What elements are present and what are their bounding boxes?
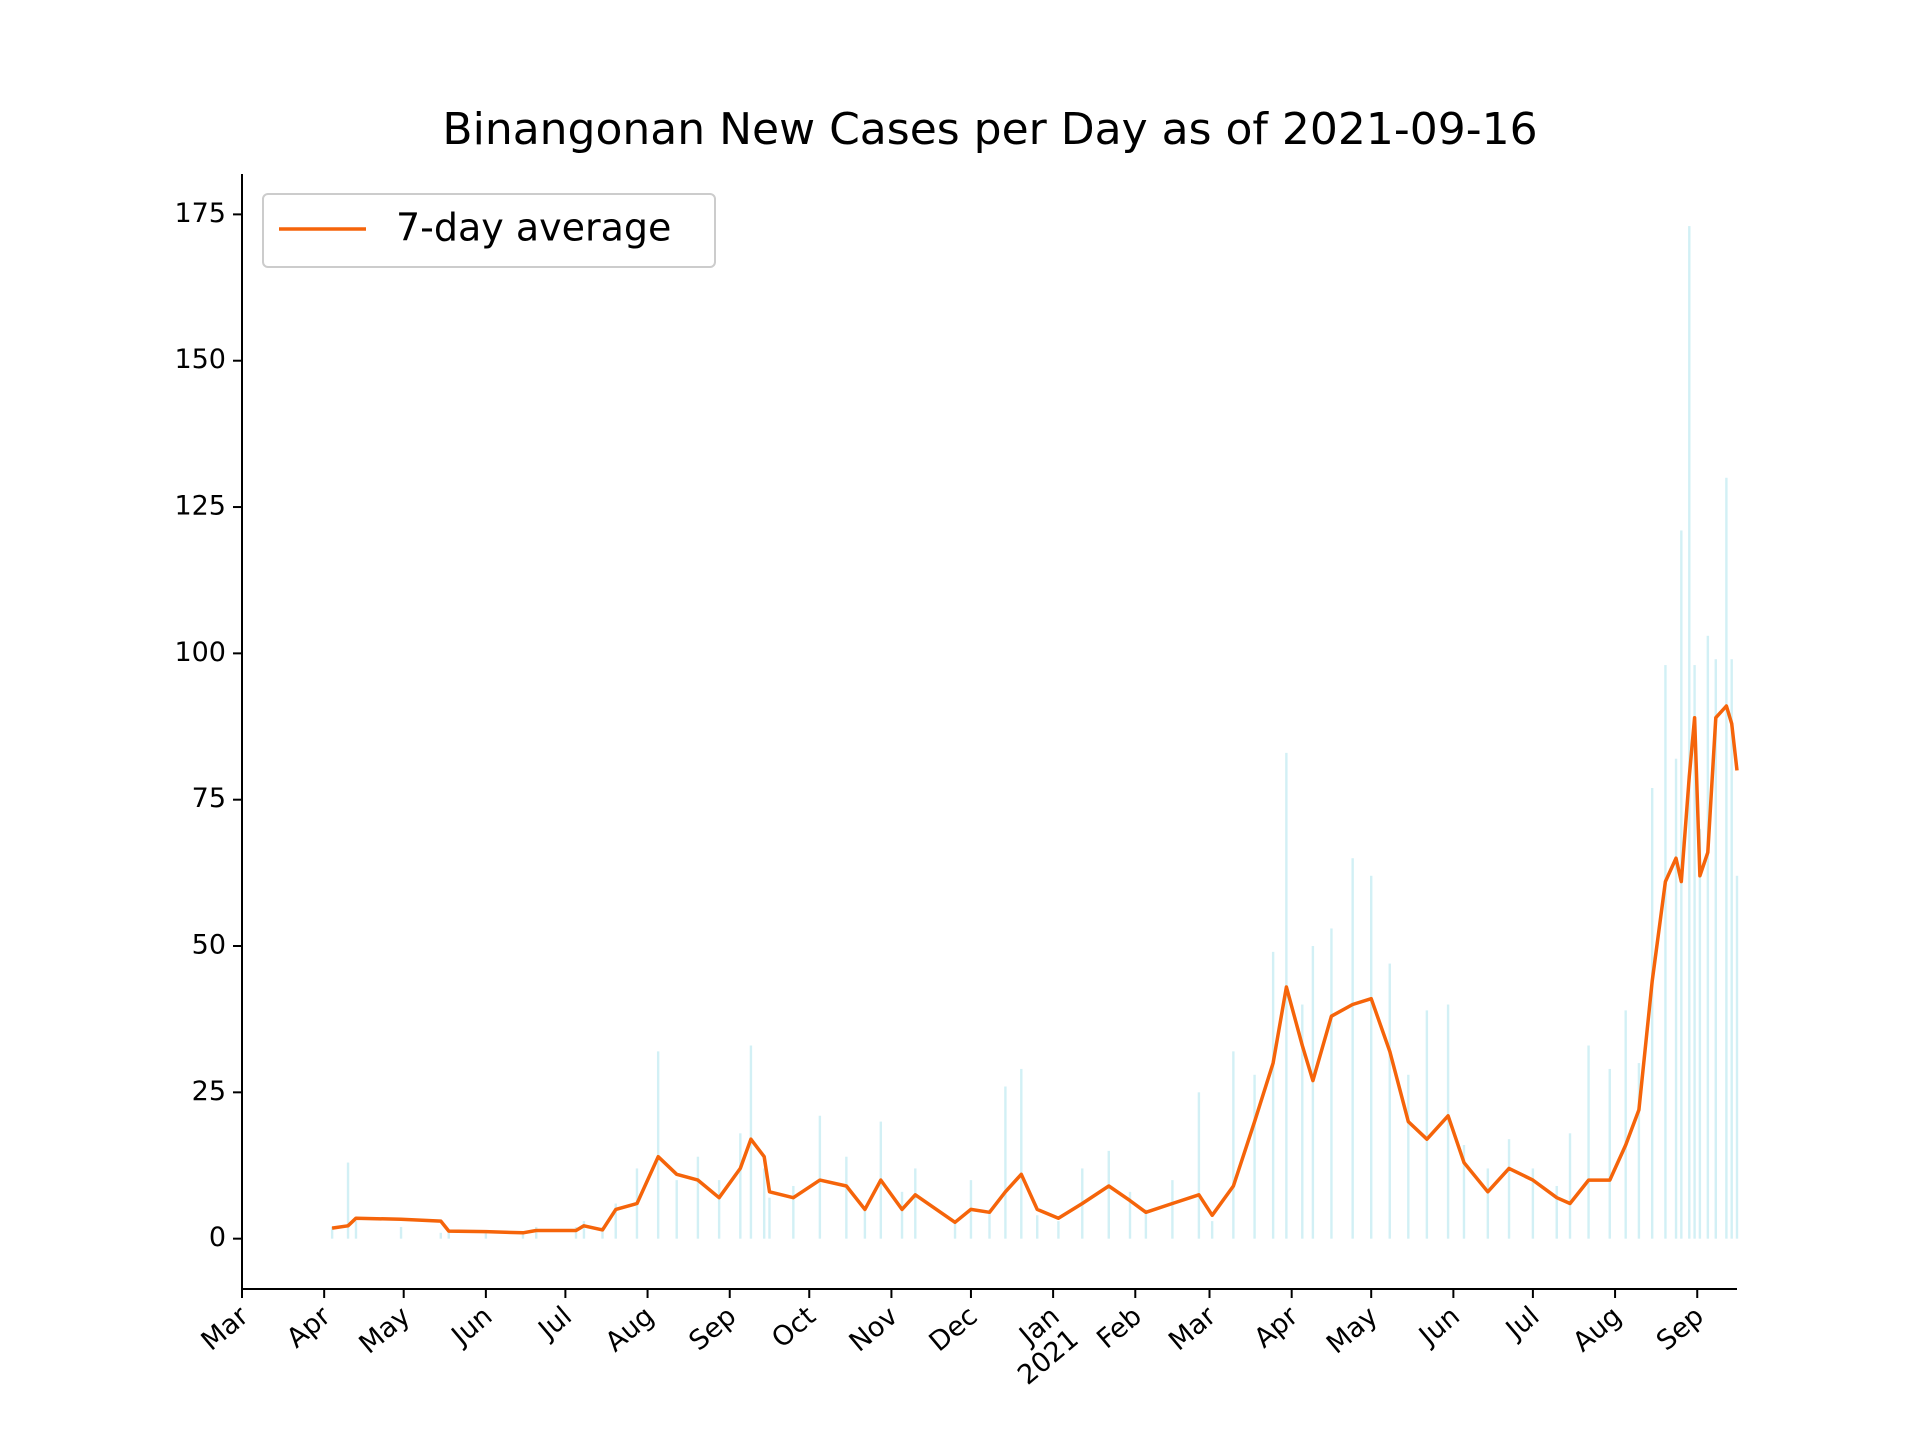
daily-bar	[1725, 477, 1728, 1239]
daily-bar	[1020, 1068, 1023, 1239]
daily-bar	[988, 1209, 991, 1239]
daily-bar	[1531, 1168, 1535, 1239]
daily-bar	[1351, 858, 1354, 1239]
y-tick-label: 75	[192, 783, 226, 814]
y-tick-label: 50	[192, 930, 226, 961]
daily-bar	[1210, 1221, 1214, 1239]
legend-box	[262, 193, 716, 268]
daily-bar	[1197, 1092, 1201, 1239]
daily-bar	[521, 1232, 525, 1239]
daily-bar	[354, 1221, 358, 1239]
daily-bar	[1107, 1150, 1110, 1239]
daily-bar	[792, 1185, 795, 1239]
daily-bar	[914, 1168, 917, 1239]
daily-bar	[1680, 530, 1683, 1239]
daily-bar	[574, 1226, 578, 1239]
daily-bar	[1693, 665, 1696, 1239]
daily-bar	[1171, 1180, 1174, 1239]
legend-label: 7-day average	[396, 206, 671, 250]
daily-bar	[1388, 963, 1391, 1239]
daily-bar	[447, 1232, 450, 1239]
daily-bar	[484, 1232, 488, 1239]
daily-bar	[399, 1226, 403, 1239]
y-tick-label: 100	[174, 637, 226, 668]
daily-bar	[1624, 1010, 1627, 1239]
daily-bar	[1036, 1215, 1039, 1239]
daily-bar	[1057, 1221, 1060, 1239]
daily-bar	[1674, 758, 1678, 1239]
daily-bar	[900, 1191, 904, 1239]
daily-bar	[1128, 1191, 1132, 1239]
daily-bar	[1714, 659, 1717, 1239]
y-tick-label: 150	[174, 344, 226, 375]
daily-bar	[439, 1232, 443, 1239]
daily-bar	[696, 1156, 700, 1239]
daily-bar	[768, 1197, 771, 1239]
daily-bar	[601, 1226, 604, 1239]
daily-bar	[1664, 665, 1667, 1239]
daily-bar	[330, 1226, 334, 1239]
daily-bar	[1311, 946, 1315, 1239]
daily-bar	[1555, 1185, 1558, 1239]
daily-bar	[845, 1156, 848, 1239]
daily-bar	[1004, 1086, 1007, 1239]
daily-bar	[863, 1209, 867, 1239]
daily-bar	[1301, 1004, 1304, 1239]
daily-bar	[1735, 875, 1739, 1239]
daily-bar	[953, 1221, 957, 1239]
daily-bar	[1253, 1074, 1256, 1239]
daily-bar	[535, 1226, 538, 1239]
y-tick-label: 125	[174, 491, 226, 522]
daily-bar	[1650, 787, 1654, 1239]
daily-bar	[1407, 1074, 1410, 1239]
daily-bar	[675, 1180, 678, 1239]
daily-bar	[1425, 1010, 1429, 1239]
daily-bar	[1568, 1133, 1572, 1239]
daily-bar	[1446, 1004, 1450, 1239]
daily-bar	[1271, 951, 1275, 1239]
daily-bar	[1486, 1168, 1490, 1239]
daily-bar	[818, 1115, 822, 1239]
y-tick-label: 25	[192, 1076, 226, 1107]
daily-bar	[1706, 635, 1710, 1239]
daily-bar	[656, 1051, 660, 1239]
daily-bar	[1462, 1145, 1466, 1239]
daily-bar	[739, 1133, 742, 1239]
daily-bar	[1507, 1139, 1511, 1239]
daily-bar	[1608, 1068, 1611, 1239]
y-tick-label: 175	[174, 198, 226, 229]
daily-bar	[1637, 1063, 1641, 1239]
daily-bar	[762, 1168, 766, 1239]
daily-bar	[1232, 1051, 1235, 1239]
daily-bar	[1730, 659, 1733, 1239]
daily-bar	[1330, 928, 1333, 1239]
daily-bar	[1370, 875, 1373, 1239]
daily-bar	[614, 1203, 617, 1239]
daily-bar	[1698, 828, 1702, 1239]
chart-title: Binangonan New Cases per Day as of 2021-…	[442, 104, 1537, 155]
average-line	[331, 704, 1739, 1235]
daily-bar	[1688, 226, 1691, 1239]
daily-bar	[1587, 1045, 1590, 1239]
daily-bar	[346, 1162, 350, 1239]
daily-bar	[717, 1180, 721, 1239]
daily-bar	[582, 1221, 586, 1239]
daily-bar	[1144, 1209, 1148, 1239]
y-tick-label: 0	[209, 1222, 226, 1253]
